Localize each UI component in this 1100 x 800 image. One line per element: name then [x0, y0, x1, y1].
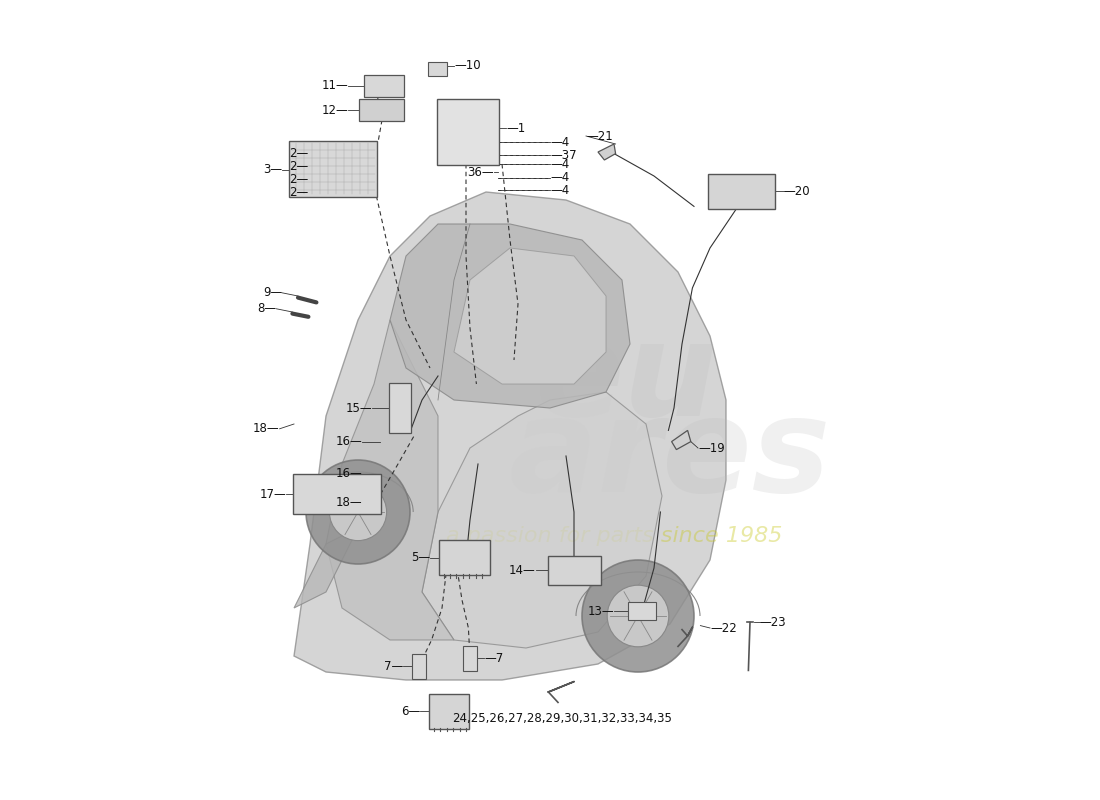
Text: 8—: 8— [257, 302, 276, 315]
FancyBboxPatch shape [439, 540, 490, 575]
FancyBboxPatch shape [289, 141, 377, 197]
Text: eu: eu [535, 317, 717, 443]
Polygon shape [454, 248, 606, 384]
Polygon shape [294, 192, 726, 680]
Text: 2—: 2— [289, 173, 308, 186]
Polygon shape [598, 144, 616, 160]
FancyBboxPatch shape [364, 75, 404, 97]
FancyBboxPatch shape [429, 694, 470, 729]
FancyBboxPatch shape [437, 99, 498, 165]
FancyBboxPatch shape [548, 556, 602, 585]
Text: —7: —7 [484, 652, 504, 665]
Text: 14—: 14— [509, 564, 536, 577]
Text: 9—: 9— [263, 286, 282, 299]
FancyBboxPatch shape [389, 383, 410, 433]
Text: 18—: 18— [253, 422, 279, 435]
Text: —4: —4 [550, 171, 570, 184]
Text: —37: —37 [550, 149, 576, 162]
Circle shape [582, 560, 694, 672]
FancyBboxPatch shape [359, 99, 405, 121]
Text: —4: —4 [550, 158, 570, 170]
Text: ares: ares [509, 393, 832, 519]
Text: 3—: 3— [263, 163, 282, 176]
Text: 2—: 2— [289, 147, 308, 160]
Polygon shape [672, 430, 691, 450]
Text: a passion for parts since 1985: a passion for parts since 1985 [446, 526, 782, 546]
Polygon shape [422, 392, 662, 648]
FancyBboxPatch shape [428, 62, 447, 76]
Circle shape [329, 483, 386, 541]
Circle shape [306, 460, 410, 564]
Text: —19: —19 [698, 442, 725, 454]
FancyBboxPatch shape [628, 602, 657, 620]
Text: —4: —4 [550, 184, 570, 197]
Text: 15—: 15— [345, 402, 373, 414]
Text: 11—: 11— [321, 79, 349, 92]
Polygon shape [294, 528, 358, 608]
Text: 12—: 12— [321, 104, 349, 117]
FancyBboxPatch shape [463, 646, 477, 671]
Text: 17—: 17— [260, 488, 286, 501]
Text: 5—: 5— [411, 551, 430, 564]
Text: 2—: 2— [289, 160, 308, 173]
Text: 2—: 2— [289, 186, 308, 198]
Polygon shape [390, 224, 630, 408]
Text: 36—: 36— [468, 166, 494, 178]
Polygon shape [326, 320, 454, 640]
FancyBboxPatch shape [411, 654, 426, 679]
Text: 18—: 18— [336, 496, 362, 509]
Text: 16—: 16— [336, 435, 362, 448]
Text: 7—: 7— [384, 660, 403, 673]
Text: —23: —23 [760, 616, 786, 629]
Text: —21: —21 [586, 130, 613, 142]
Text: 24,25,26,27,28,29,30,31,32,33,34,35: 24,25,26,27,28,29,30,31,32,33,34,35 [452, 712, 672, 725]
Text: —1: —1 [506, 122, 526, 134]
Text: 13—: 13— [587, 605, 614, 618]
FancyBboxPatch shape [707, 174, 774, 209]
FancyBboxPatch shape [294, 474, 382, 514]
Text: —22: —22 [710, 622, 737, 634]
Text: 6—: 6— [402, 705, 420, 718]
Circle shape [607, 586, 669, 646]
Text: —20: —20 [783, 185, 811, 198]
Text: 16—: 16— [336, 467, 362, 480]
Text: —10: —10 [454, 59, 481, 72]
Text: —4: —4 [550, 136, 570, 149]
